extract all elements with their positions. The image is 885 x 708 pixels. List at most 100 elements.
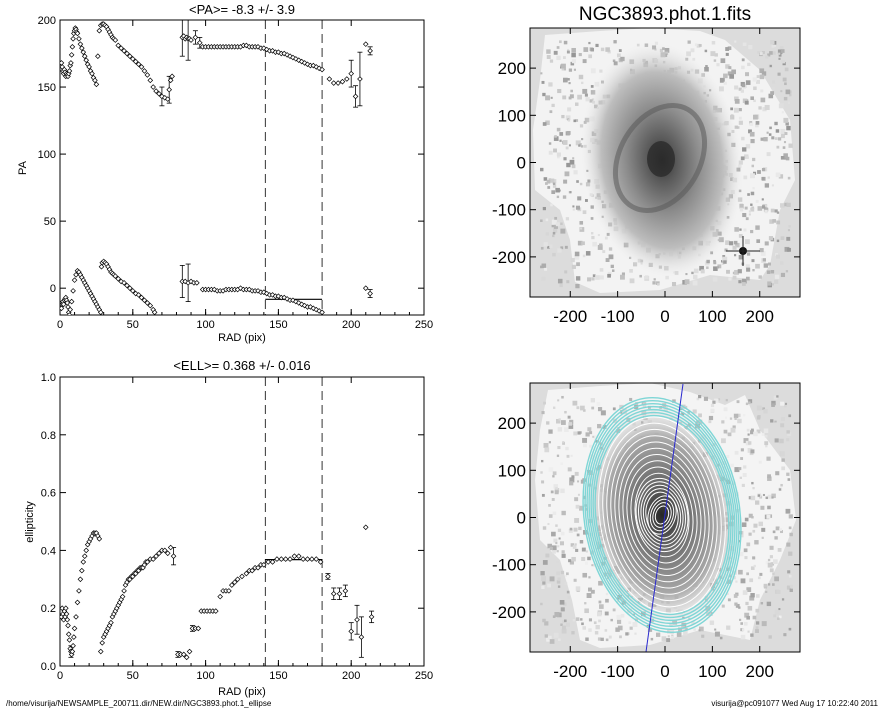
pa-ylabel: PA bbox=[17, 160, 29, 175]
data-point bbox=[243, 42, 250, 49]
noise-pixel bbox=[587, 277, 592, 282]
noise-pixel bbox=[553, 148, 557, 153]
noise-pixel bbox=[548, 150, 553, 155]
noise-pixel bbox=[766, 456, 771, 461]
noise-pixel bbox=[774, 274, 780, 279]
noise-pixel bbox=[581, 81, 584, 85]
image-x-tick-label: -200 bbox=[553, 307, 587, 326]
noise-pixel bbox=[571, 475, 575, 479]
noise-pixel bbox=[769, 126, 772, 130]
noise-pixel bbox=[745, 402, 749, 406]
noise-pixel bbox=[552, 234, 555, 238]
noise-pixel bbox=[581, 547, 586, 552]
noise-pixel bbox=[599, 604, 604, 609]
noise-pixel bbox=[546, 179, 551, 184]
noise-pixel bbox=[770, 208, 775, 213]
noise-pixel bbox=[775, 259, 780, 264]
noise-pixel bbox=[740, 89, 744, 93]
noise-pixel bbox=[740, 578, 746, 584]
data-point bbox=[317, 559, 324, 565]
noise-pixel bbox=[741, 83, 746, 88]
data-point bbox=[141, 297, 148, 304]
noise-pixel bbox=[547, 245, 550, 249]
noise-pixel bbox=[584, 93, 588, 97]
noise-pixel bbox=[547, 186, 551, 189]
data-point bbox=[282, 556, 289, 562]
image-y-tick-label: -200 bbox=[492, 603, 526, 622]
data-point bbox=[74, 599, 81, 606]
noise-pixel bbox=[756, 429, 761, 434]
noise-pixel bbox=[556, 55, 561, 61]
data-point bbox=[352, 93, 359, 100]
noise-pixel bbox=[733, 107, 739, 113]
noise-pixel bbox=[738, 255, 744, 260]
isophote-outer bbox=[594, 414, 730, 616]
noise-pixel bbox=[768, 93, 774, 99]
noise-pixel bbox=[741, 628, 745, 631]
noise-pixel bbox=[556, 46, 560, 49]
noise-pixel bbox=[713, 266, 718, 271]
noise-pixel bbox=[767, 505, 771, 510]
noise-pixel bbox=[749, 173, 755, 179]
noise-pixel bbox=[778, 615, 782, 619]
noise-pixel bbox=[569, 419, 574, 424]
noise-pixel bbox=[548, 441, 551, 444]
noise-pixel bbox=[578, 144, 581, 147]
noise-pixel bbox=[574, 518, 580, 523]
noise-pixel bbox=[758, 106, 762, 110]
image-x-tick-label: -100 bbox=[601, 662, 635, 681]
noise-pixel bbox=[541, 585, 545, 590]
noise-pixel bbox=[761, 621, 767, 627]
noise-pixel bbox=[766, 270, 771, 274]
noise-pixel bbox=[583, 409, 586, 412]
noise-pixel bbox=[755, 199, 759, 203]
noise-pixel bbox=[725, 240, 730, 245]
noise-pixel bbox=[729, 417, 733, 420]
noise-pixel bbox=[590, 85, 594, 88]
noise-pixel bbox=[540, 219, 543, 222]
noise-pixel bbox=[554, 612, 560, 617]
noise-pixel bbox=[781, 458, 785, 462]
noise-pixel bbox=[540, 72, 543, 75]
noise-pixel bbox=[647, 627, 653, 632]
ell-reference-lines bbox=[264, 377, 323, 666]
noise-pixel bbox=[598, 619, 601, 623]
noise-pixel bbox=[548, 178, 552, 181]
noise-pixel bbox=[725, 52, 729, 56]
data-point bbox=[124, 282, 130, 289]
noise-pixel bbox=[755, 500, 760, 505]
noise-pixel bbox=[567, 107, 572, 112]
y-tick-label: 0 bbox=[50, 283, 56, 295]
noise-pixel bbox=[561, 63, 566, 69]
noise-pixel bbox=[743, 175, 748, 180]
noise-pixel bbox=[552, 184, 557, 188]
data-point bbox=[229, 582, 235, 588]
data-point bbox=[159, 93, 165, 100]
noise-pixel bbox=[556, 550, 559, 553]
image-y-tick-label: 100 bbox=[498, 461, 526, 480]
noise-pixel bbox=[610, 618, 613, 622]
noise-pixel bbox=[685, 627, 688, 631]
noise-pixel bbox=[747, 630, 750, 633]
noise-pixel bbox=[549, 59, 554, 63]
noise-pixel bbox=[784, 402, 788, 405]
isophote-middle bbox=[598, 416, 726, 614]
noise-pixel bbox=[783, 117, 789, 123]
galaxy-image-title: NGC3893.phot.1.fits bbox=[579, 4, 751, 25]
image-x-tick-label: 0 bbox=[660, 307, 669, 326]
pa-plot-frame bbox=[59, 19, 425, 316]
noise-pixel bbox=[761, 433, 765, 436]
noise-pixel bbox=[712, 277, 718, 282]
noise-pixel bbox=[600, 637, 604, 641]
noise-pixel bbox=[574, 471, 579, 476]
noise-pixel bbox=[742, 473, 747, 478]
noise-pixel bbox=[750, 495, 756, 501]
noise-pixel bbox=[557, 88, 562, 94]
noise-pixel bbox=[786, 438, 790, 442]
noise-pixel bbox=[560, 607, 565, 612]
data-point bbox=[147, 302, 154, 309]
noise-pixel bbox=[729, 241, 734, 246]
noise-pixel bbox=[739, 228, 742, 231]
noise-pixel bbox=[540, 167, 544, 172]
